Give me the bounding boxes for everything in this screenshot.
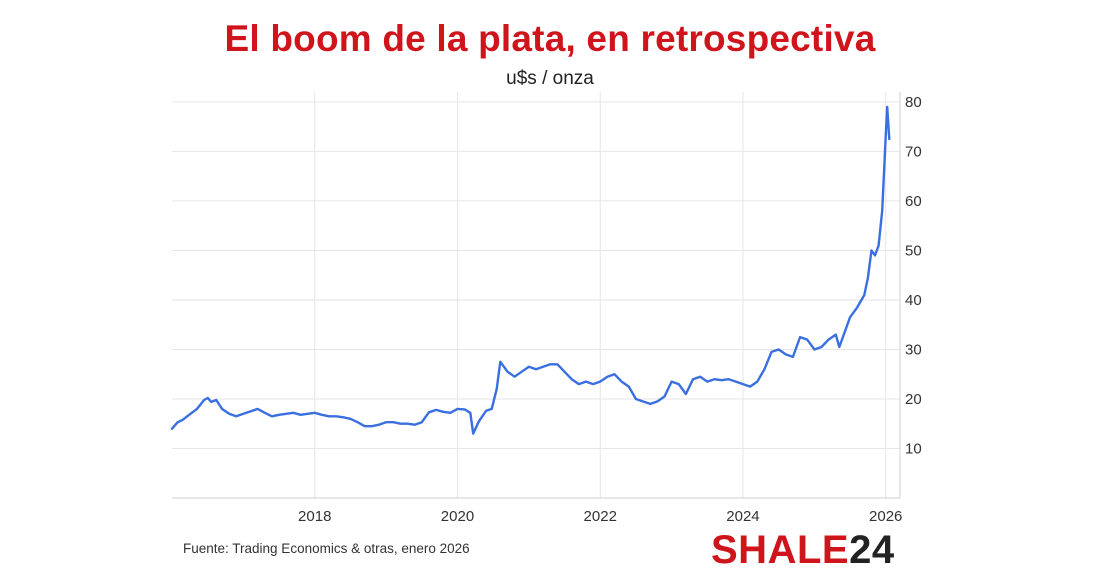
x-tick-label-2022: 2022 — [584, 508, 617, 525]
shale24-logo: SHALE24 — [711, 526, 895, 574]
y-tick-label-50: 50 — [905, 242, 922, 259]
y-tick-label-70: 70 — [905, 143, 922, 160]
y-tick-label-30: 30 — [905, 341, 922, 358]
x-tick-label-2020: 2020 — [441, 508, 474, 525]
chart-axes: 10 20 30 40 50 60 70 80 2018 2020 2022 2024 2026 — [172, 92, 922, 525]
logo-text-shale: SHALE — [711, 528, 850, 572]
x-tick-label-2026: 2026 — [869, 508, 902, 525]
y-tick-label-10: 10 — [905, 440, 922, 457]
y-tick-label-60: 60 — [905, 193, 922, 210]
chart-grid — [172, 92, 900, 498]
chart-subtitle: u$s / onza — [506, 68, 594, 89]
series-line-0 — [170, 105, 891, 435]
y-tick-label-80: 80 — [905, 94, 922, 111]
logo-text-24: 24 — [849, 528, 895, 572]
chart-title: El boom de la plata, en retrospectiva — [224, 18, 876, 59]
x-tick-label-2024: 2024 — [726, 508, 759, 525]
y-tick-label-20: 20 — [905, 391, 922, 408]
source-note: Fuente: Trading Economics & otras, enero… — [183, 541, 470, 556]
y-tick-label-40: 40 — [905, 292, 922, 309]
chart-series — [170, 105, 891, 435]
x-tick-label-2018: 2018 — [298, 508, 331, 525]
